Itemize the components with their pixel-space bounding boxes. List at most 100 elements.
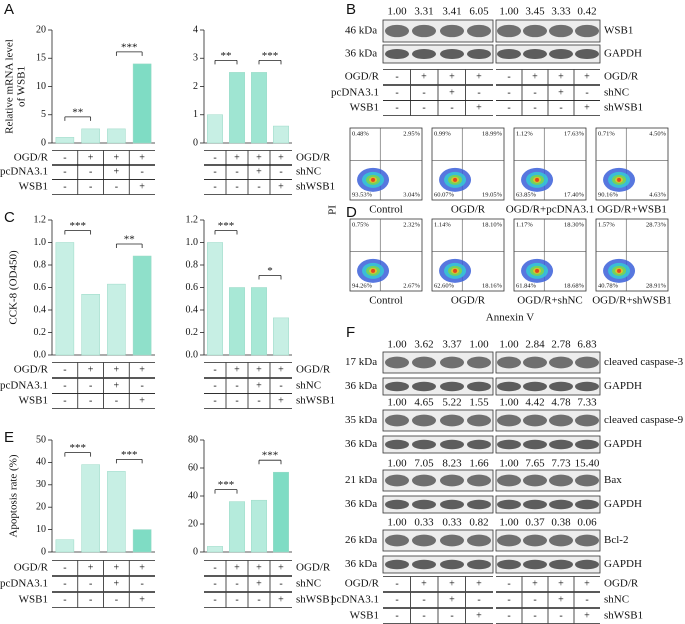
band (523, 474, 547, 487)
cell-cloud (617, 268, 622, 273)
band (523, 534, 547, 547)
quadrant-percent: 28.91% (646, 282, 667, 289)
condition-sign: + (558, 87, 564, 98)
bar (251, 72, 267, 144)
panel-label: B (346, 1, 356, 18)
quadrant-percent: 4.63% (649, 191, 666, 198)
row-label: WSB1 (350, 610, 379, 622)
condition-sign: - (235, 578, 238, 589)
condition-sign: + (256, 364, 262, 375)
y-tick-label: 0 (193, 137, 198, 148)
condition-sign: + (256, 152, 262, 163)
condition-sign: + (476, 71, 482, 82)
band (467, 356, 491, 369)
condition-sign: + (256, 380, 262, 391)
band-ratio: 0.33 (442, 517, 462, 529)
condition-sign: - (257, 594, 260, 605)
panel-label: F (346, 324, 355, 341)
condition-sign: - (533, 594, 536, 605)
band (467, 414, 491, 427)
band (497, 356, 521, 369)
flow-frame (513, 127, 587, 201)
significance: *** (218, 479, 235, 491)
condition-sign: - (213, 562, 216, 573)
quadrant-percent: 61.84% (516, 282, 537, 289)
band (497, 534, 521, 547)
y-tick-label: 0.8 (34, 259, 47, 270)
blot-frame (495, 409, 601, 432)
condition-sign: - (63, 578, 66, 589)
band (440, 381, 464, 392)
y-tick-label: 20 (36, 501, 46, 512)
condition-sign: + (88, 152, 94, 163)
y-tick-label: 0.2 (186, 327, 199, 338)
band (549, 24, 573, 38)
band (497, 439, 521, 450)
band (497, 474, 521, 487)
condition-sign: + (449, 594, 455, 605)
condition-sign: + (476, 102, 482, 113)
row-label: shWSB1 (604, 610, 643, 622)
quadrant-percent: 17.40% (564, 191, 585, 198)
y-axis-label: Relative mRNA level (4, 39, 16, 134)
band (440, 474, 464, 487)
condition-sign: - (533, 102, 536, 113)
y-tick-label: 30 (36, 479, 46, 490)
row-label: pcDNA3.1 (331, 87, 379, 99)
significance: *** (218, 220, 235, 232)
sample-label: OGD/R (451, 295, 486, 307)
band (575, 559, 599, 570)
band (575, 474, 599, 487)
band (575, 381, 599, 392)
band (385, 414, 409, 427)
row-label: OGD/R (296, 364, 331, 376)
condition-sign: - (63, 166, 66, 177)
cell-cloud (535, 177, 540, 182)
band-ratio: 1.55 (469, 397, 489, 409)
band-ratio: 7.33 (577, 397, 597, 409)
significance: *** (262, 450, 279, 462)
band (412, 381, 436, 392)
band (549, 439, 573, 450)
band-name: GAPDH (604, 558, 642, 570)
bar (107, 471, 126, 553)
bar (107, 283, 126, 356)
condition-sign: - (422, 594, 425, 605)
band-ratio: 3.45 (525, 6, 545, 18)
condition-sign: + (421, 71, 427, 82)
y-tick-label: 1.2 (186, 214, 199, 225)
band-ratio: 3.33 (551, 6, 571, 18)
quadrant-percent: 18.16% (482, 282, 503, 289)
quadrant-percent: 0.48% (352, 130, 369, 137)
condition-sign: + (558, 578, 564, 589)
row-label: OGD/R (604, 578, 639, 590)
condition-sign: + (449, 87, 455, 98)
band-name: Bcl-2 (604, 534, 628, 546)
condition-sign: + (139, 562, 145, 573)
condition-sign: + (278, 364, 284, 375)
condition-sign: + (139, 364, 145, 375)
condition-sign: + (88, 364, 94, 375)
quadrant-percent: 40.78% (598, 282, 619, 289)
sample-label: OGD/R+pcDNA3.1 (506, 204, 594, 216)
condition-sign: - (89, 578, 92, 589)
quadrant-percent: 0.99% (434, 130, 451, 137)
band (385, 499, 409, 510)
row-label: shNC (296, 380, 321, 392)
blot-frame (495, 351, 601, 374)
y-axis-label: PI (327, 205, 339, 215)
band (523, 24, 547, 38)
row-label: OGD/R (345, 578, 380, 590)
condition-sign: + (532, 71, 538, 82)
blot-frame (495, 495, 601, 514)
quadrant-percent: 4.50% (649, 130, 666, 137)
flow-frame (431, 218, 505, 292)
band-ratio: 8.23 (442, 458, 462, 470)
band (385, 474, 409, 487)
y-tick-label: 0.4 (34, 304, 47, 315)
condition-sign: - (63, 562, 66, 573)
band (549, 48, 573, 60)
condition-sign: + (449, 71, 455, 82)
band (549, 499, 573, 510)
band-ratio: 2.78 (551, 339, 571, 351)
